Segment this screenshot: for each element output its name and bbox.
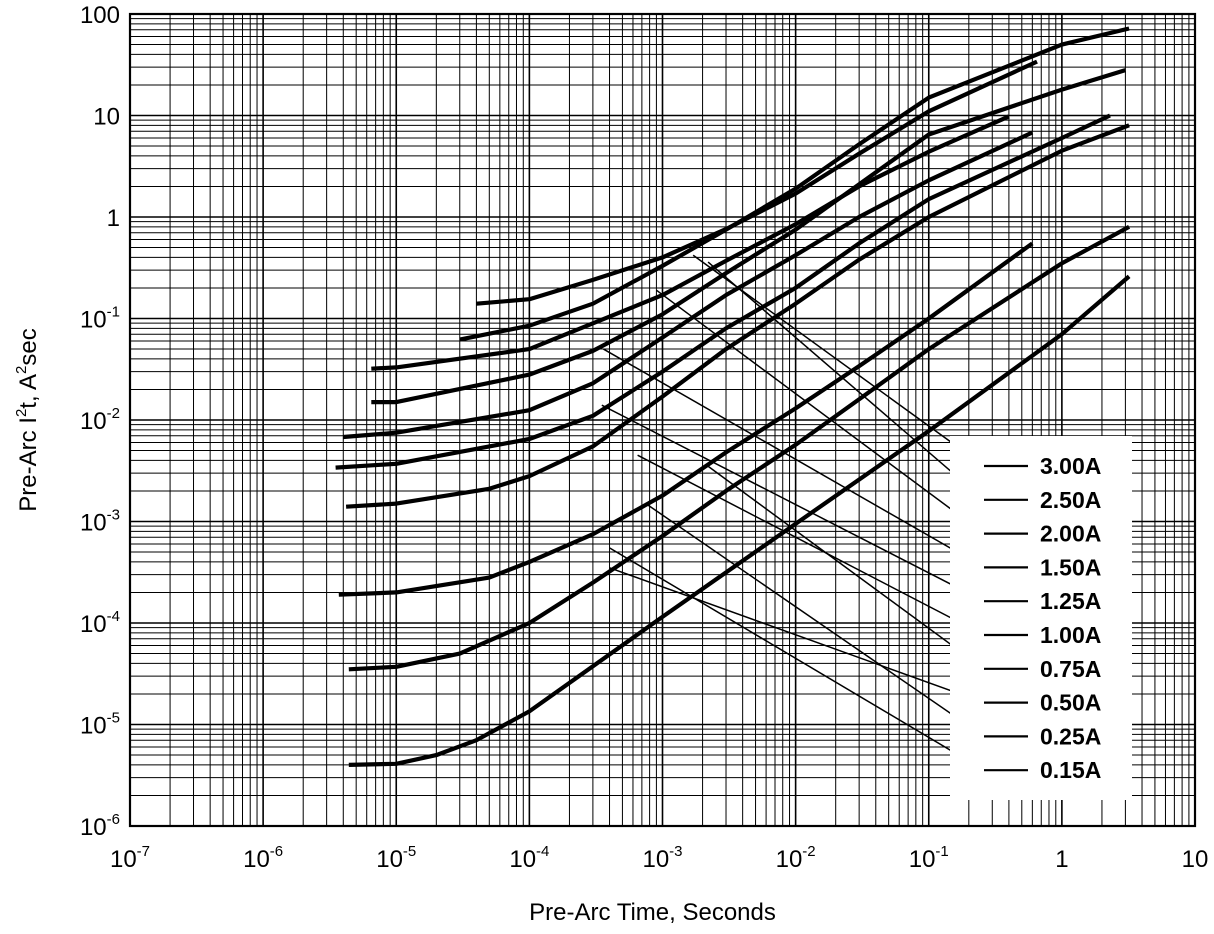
legend-leader-line — [707, 465, 985, 670]
legend-box — [950, 436, 1132, 800]
series-curve — [338, 241, 1034, 597]
plot-frame — [128, 12, 1197, 828]
series-curve — [343, 130, 1034, 440]
series-curve — [348, 274, 1131, 767]
y-axis-tick-labels: 10-6 10-5 10-4 10-3 10-2 10-1 1 10 100 — [80, 2, 120, 841]
x-axis-tick-labels: 10-7 10-6 10-5 10-4 10-3 10-2 10-1 1 10 — [110, 843, 1208, 873]
series-curve — [345, 123, 1130, 509]
y-tick-label: 10-4 — [80, 608, 120, 638]
x-tick-label: 10-4 — [509, 843, 549, 873]
y-tick-label: 10-5 — [80, 710, 120, 740]
y-tick-label: 10-6 — [80, 811, 120, 841]
x-tick-label: 10-5 — [376, 843, 416, 873]
legend-leader-line — [609, 547, 985, 771]
legend-leader-line — [601, 404, 985, 602]
legend-leader-line — [637, 454, 985, 636]
series-curve — [371, 114, 1010, 371]
legend-label: 1.00A — [1040, 622, 1101, 648]
legend-label: 3.00A — [1040, 453, 1101, 479]
x-tick-label: 10-7 — [110, 843, 150, 873]
y-tick-label: 10-2 — [80, 405, 120, 435]
y-axis-title-part: t, A — [15, 374, 42, 409]
legend-leader-line — [609, 567, 985, 704]
legend-label: 0.25A — [1040, 723, 1101, 749]
x-tick-label: 10-2 — [776, 843, 816, 873]
legend-label: 1.50A — [1040, 554, 1101, 580]
y-tick-label: 1 — [107, 205, 120, 232]
x-axis-title: Pre-Arc Time, Seconds — [529, 899, 776, 926]
y-axis-title-part: sec — [15, 328, 42, 365]
y-axis-title-part: Pre-Arc I — [15, 417, 42, 512]
legend-leader-line — [707, 261, 985, 501]
x-tick-label: 10-3 — [642, 843, 682, 873]
x-tick-label: 10-6 — [243, 843, 283, 873]
legend-leader-line — [603, 348, 985, 569]
y-axis-title-sup: 2 — [13, 366, 30, 374]
y-axis-title-sup: 2 — [13, 409, 30, 417]
x-tick-label: 10 — [1182, 846, 1209, 873]
y-tick-label: 10-1 — [80, 304, 120, 334]
y-tick-label: 10 — [93, 104, 120, 131]
legend-label: 0.75A — [1040, 656, 1101, 682]
series-curve — [476, 59, 1038, 306]
x-tick-label: 10-1 — [909, 843, 949, 873]
series-curve — [348, 224, 1131, 672]
grid — [129, 14, 1195, 827]
y-tick-label: 10-3 — [80, 507, 120, 537]
legend-label: 1.25A — [1040, 588, 1101, 614]
series-curve — [371, 68, 1127, 405]
y-axis-title: Pre-Arc I2t, A2sec — [13, 328, 42, 511]
legend: 3.00A 2.50A 2.00A 1.50A 1.25A 1.00A 0.75A 0.50A… — [984, 453, 1101, 783]
y-tick-label: 100 — [80, 2, 120, 29]
x-tick-label: 1 — [1055, 846, 1068, 873]
legend-leader-line — [655, 289, 985, 535]
legend-leader-line — [645, 503, 985, 738]
legend-label: 2.00A — [1040, 521, 1101, 547]
series-curve — [459, 26, 1130, 342]
legend-label: 0.50A — [1040, 690, 1101, 716]
series-curve — [335, 113, 1111, 470]
legend-leader-lines — [601, 254, 985, 771]
series-lines — [335, 26, 1131, 767]
legend-label: 2.50A — [1040, 487, 1101, 513]
legend-label: 0.15A — [1040, 757, 1101, 783]
